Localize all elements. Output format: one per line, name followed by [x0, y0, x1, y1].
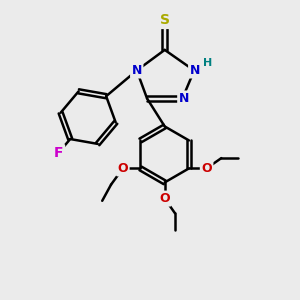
Text: N: N: [179, 92, 189, 105]
Text: O: O: [201, 162, 212, 175]
Text: H: H: [203, 58, 212, 68]
Text: N: N: [190, 64, 200, 77]
Text: O: O: [118, 162, 128, 175]
Text: F: F: [54, 146, 64, 160]
Text: N: N: [132, 64, 142, 77]
Text: S: S: [160, 14, 170, 27]
Text: O: O: [159, 192, 170, 205]
